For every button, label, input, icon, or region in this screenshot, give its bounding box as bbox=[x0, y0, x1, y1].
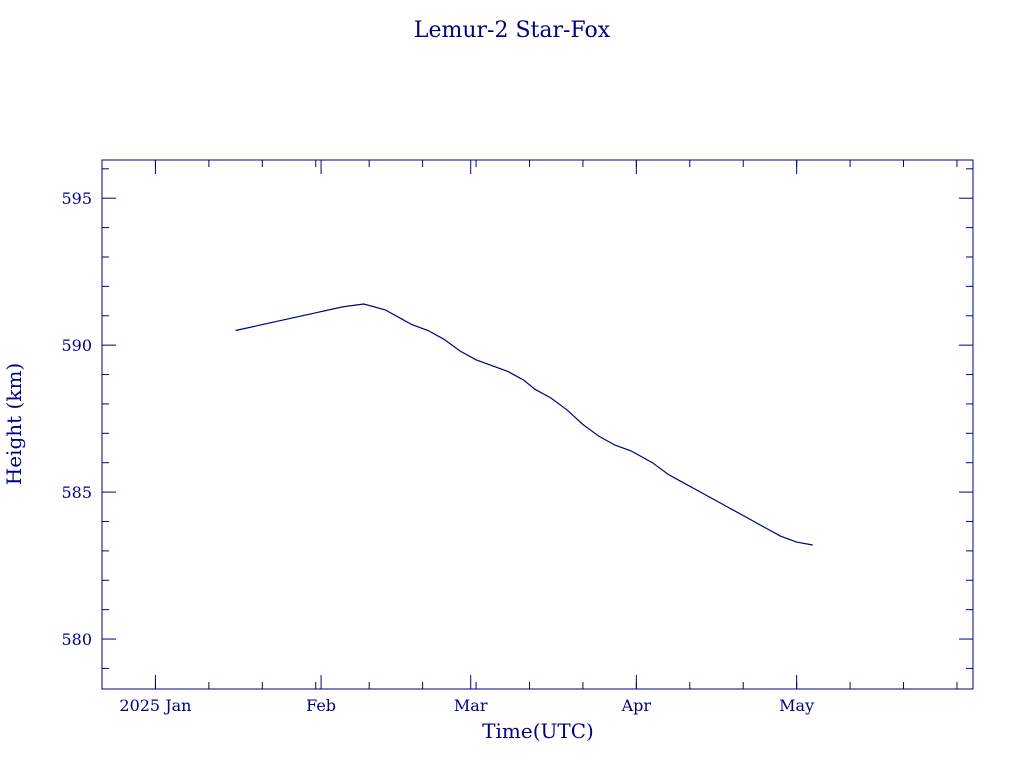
y-axis-label: Height (km) bbox=[2, 363, 26, 485]
series-layer bbox=[235, 303, 813, 546]
axis-tick-labels: 580 585 590 595 2025 Jan Feb Mar Apr May bbox=[61, 189, 814, 715]
x-tick-label: Mar bbox=[454, 696, 488, 715]
x-tick-label: Feb bbox=[306, 696, 336, 715]
x-axis-label: Time(UTC) bbox=[482, 719, 594, 743]
chart-title: Lemur-2 Star-Fox bbox=[414, 18, 611, 43]
y-tick-label: 590 bbox=[61, 336, 92, 355]
y-tick-label: 595 bbox=[61, 189, 92, 208]
series-line bbox=[235, 303, 813, 546]
y-tick-label: 585 bbox=[61, 483, 92, 502]
plot-frame bbox=[101, 159, 974, 690]
axis-ticks bbox=[102, 160, 973, 689]
y-tick-label: 580 bbox=[61, 630, 92, 649]
x-tick-label: 2025 Jan bbox=[119, 696, 191, 715]
x-tick-label: Apr bbox=[621, 696, 652, 715]
x-tick-label: May bbox=[779, 696, 814, 715]
